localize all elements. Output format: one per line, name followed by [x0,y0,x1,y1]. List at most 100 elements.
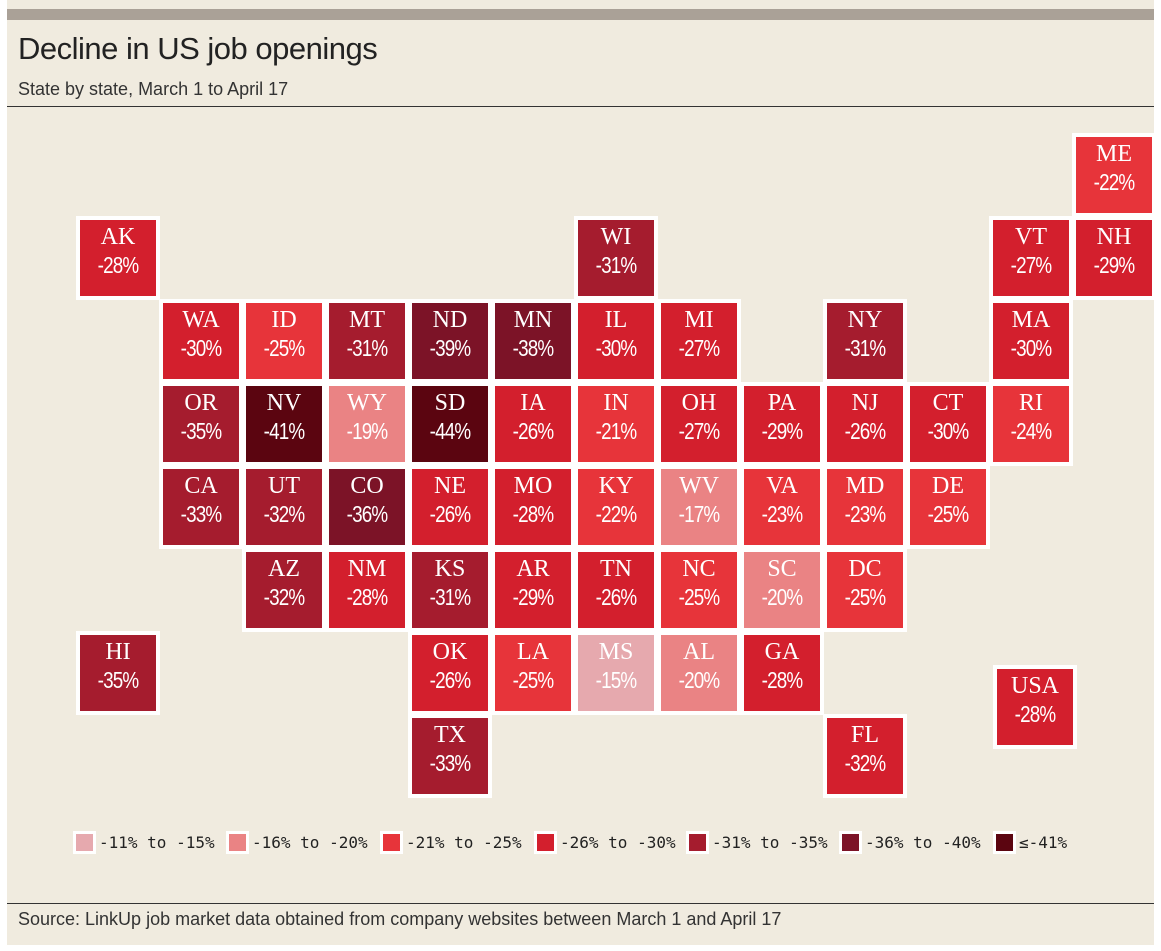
state-value: -30% [180,335,223,361]
state-abbr: NV [266,390,302,416]
state-value: -31% [346,335,389,361]
state-abbr: AR [516,556,550,582]
state-value: -20% [761,584,804,610]
state-value: -26% [844,418,887,444]
state-value: -32% [844,750,887,776]
state-abbr: TN [600,556,632,582]
state-value: -30% [1010,335,1053,361]
state-value: -26% [429,667,472,693]
state-abbr: MD [845,473,885,499]
state-value: -27% [678,418,721,444]
state-abbr: WI [600,224,632,250]
state-abbr: FL [850,722,879,748]
state-value: -30% [595,335,638,361]
state-value: -28% [346,584,389,610]
state-tile-ky: KY -22% [574,465,658,549]
state-tile-ut: UT -32% [242,465,326,549]
state-abbr: DC [848,556,882,582]
state-tile-dc: DC -25% [823,548,907,632]
state-abbr: MI [684,307,714,333]
state-value: -27% [678,335,721,361]
state-tile-me: ME -22% [1072,133,1156,217]
legend-label: ≤-41% [1019,833,1068,852]
state-tile-ma: MA -30% [989,299,1073,383]
state-value: -25% [927,501,970,527]
state-value: -23% [761,501,804,527]
state-tile-la: LA -25% [491,631,575,715]
chart-title: Decline in US job openings [18,31,378,66]
state-abbr: GA [764,639,800,665]
state-tile-va: VA -23% [740,465,824,549]
chart-frame: Decline in US job openings State by stat… [7,0,1156,945]
state-tile-fl: FL -32% [823,714,907,798]
state-tile-al: AL -20% [657,631,741,715]
state-tile-ks: KS -31% [408,548,492,632]
state-tile-ca: CA -33% [159,465,243,549]
legend-swatch [686,831,709,854]
state-abbr: PA [767,390,797,416]
state-tile-sc: SC -20% [740,548,824,632]
state-abbr: MA [1011,307,1051,333]
tile-map: ME -22% AK -28% WI -31% VT -27% NH -29% WA -30% ID -2… [7,0,1156,945]
chart-subtitle: State by state, March 1 to April 17 [18,79,289,99]
state-tile-in: IN -21% [574,382,658,466]
state-tile-wa: WA -30% [159,299,243,383]
state-tile-nv: NV -41% [242,382,326,466]
state-abbr: TX [434,722,466,748]
state-tile-ga: GA -28% [740,631,824,715]
state-value: -24% [1010,418,1053,444]
state-tile-mo: MO -28% [491,465,575,549]
state-value: -32% [263,501,306,527]
state-tile-nc: NC -25% [657,548,741,632]
state-value: -29% [1093,252,1136,278]
state-abbr: CA [184,473,218,499]
legend-swatch [534,831,557,854]
state-tile-ms: MS -15% [574,631,658,715]
state-tile-tx: TX -33% [408,714,492,798]
state-tile-ak: AK -28% [76,216,160,300]
state-tile-ok: OK -26% [408,631,492,715]
state-abbr: OR [184,390,218,416]
state-tile-nd: ND -39% [408,299,492,383]
state-value: -36% [346,501,389,527]
state-abbr: MS [598,639,634,665]
state-value: -21% [595,418,638,444]
state-value: -17% [678,501,721,527]
state-abbr: USA [1010,673,1059,699]
state-tile-usa: USA -28% [993,665,1077,749]
state-tile-il: IL -30% [574,299,658,383]
state-abbr: SC [767,556,797,582]
state-value: -39% [429,335,472,361]
state-abbr: ND [432,307,468,333]
state-abbr: CO [350,473,384,499]
state-tile-az: AZ -32% [242,548,326,632]
state-abbr: HI [105,639,131,665]
state-tile-hi: HI -35% [76,631,160,715]
state-value: -22% [1093,169,1136,195]
state-value: -44% [429,418,472,444]
state-tile-sd: SD -44% [408,382,492,466]
state-value: -25% [678,584,721,610]
state-abbr: NE [434,473,466,499]
state-value: -25% [512,667,555,693]
state-abbr: ME [1096,141,1132,167]
legend-label: -31% to -35% [712,833,828,852]
state-tile-mn: MN -38% [491,299,575,383]
state-abbr: IN [603,390,629,416]
state-tile-md: MD -23% [823,465,907,549]
state-tile-pa: PA -29% [740,382,824,466]
state-tile-vt: VT -27% [989,216,1073,300]
state-tile-wy: WY -19% [325,382,409,466]
state-value: -35% [180,418,223,444]
state-abbr: OH [681,390,717,416]
state-abbr: LA [517,639,549,665]
state-tile-mi: MI -27% [657,299,741,383]
state-abbr: MT [349,307,385,333]
state-abbr: VT [1015,224,1047,250]
state-tile-ia: IA -26% [491,382,575,466]
state-tile-ne: NE -26% [408,465,492,549]
state-value: -31% [429,584,472,610]
state-value: -25% [263,335,306,361]
legend-label: -16% to -20% [252,833,368,852]
state-value: -19% [346,418,389,444]
